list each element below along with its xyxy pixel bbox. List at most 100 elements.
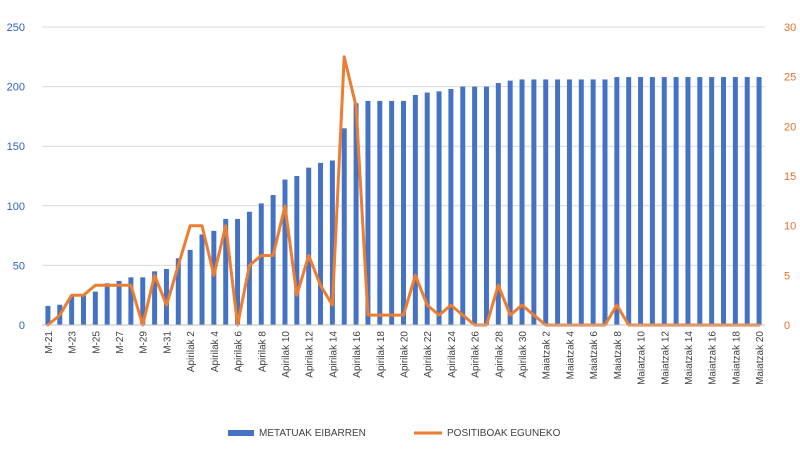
bar — [140, 277, 146, 325]
x-tick-label: Maiatzak 4 — [565, 331, 576, 380]
bar — [543, 79, 549, 325]
line-point — [532, 313, 536, 317]
bar — [685, 77, 691, 326]
line-point — [283, 204, 287, 207]
left-y-tick-label: 200 — [7, 82, 25, 94]
line-point — [437, 313, 441, 317]
bar — [638, 77, 644, 326]
left-y-tick-label: 150 — [7, 141, 25, 153]
line-point — [520, 303, 524, 307]
bar — [235, 218, 241, 325]
x-tick-label: Apirilak 26 — [471, 331, 482, 378]
line-point — [58, 313, 61, 317]
right-y-tick-label: 25 — [784, 72, 796, 84]
x-tick-label: Apirilak 30 — [518, 331, 529, 378]
x-tick-label: Maiatzak 6 — [589, 331, 600, 380]
line-point — [390, 313, 393, 317]
bar — [566, 79, 572, 325]
line-point — [165, 303, 168, 307]
bar — [69, 296, 75, 325]
x-tick-label: Maiatzak 20 — [755, 331, 766, 385]
bar — [709, 77, 715, 326]
x-tick-label: M-29 — [139, 331, 150, 354]
bar-series-metatuak — [45, 77, 762, 326]
line-point — [402, 313, 405, 317]
bar — [531, 79, 537, 325]
right-y-tick-label: 20 — [784, 121, 796, 133]
left-y-tick-label: 100 — [7, 201, 25, 213]
line-point — [508, 313, 512, 317]
left-y-tick-label: 250 — [7, 22, 25, 34]
x-tick-label: Maiatzak 8 — [613, 331, 624, 380]
left-y-tick-label: 50 — [13, 260, 25, 272]
line-point — [295, 294, 299, 297]
bar — [270, 195, 276, 325]
line-point — [188, 224, 192, 227]
x-tick-label: Apirilak 20 — [400, 331, 411, 378]
bar — [377, 100, 383, 326]
right-y-tick-label: 0 — [784, 320, 790, 332]
bar — [673, 77, 679, 326]
line-point — [497, 284, 500, 287]
x-tick-label: Apirilak 18 — [376, 331, 387, 378]
legend-label-metatuak: METATUAK EIBARREN — [259, 428, 366, 439]
bar — [329, 160, 335, 325]
x-tick-label: M-27 — [115, 331, 126, 354]
x-tick-label: M-25 — [91, 331, 102, 354]
line-point — [200, 224, 204, 227]
right-y-tick-label: 30 — [784, 22, 796, 34]
legend-label-positiboak: POSITIBOAK EGUNEKO — [447, 428, 561, 439]
bar — [365, 100, 371, 326]
x-tick-label: Maiatzak 16 — [708, 331, 719, 385]
bar — [341, 128, 347, 325]
x-tick-label: Apirilak 4 — [210, 331, 221, 373]
bar — [472, 86, 478, 325]
x-tick-label: M-31 — [162, 331, 173, 354]
bar — [163, 268, 169, 325]
line-point — [271, 254, 275, 257]
bar — [649, 77, 655, 326]
line-point — [177, 264, 180, 267]
bar — [80, 295, 86, 325]
x-tick-label: M-23 — [68, 331, 79, 354]
line-point — [366, 313, 370, 317]
bar — [45, 305, 51, 325]
bar — [756, 77, 762, 326]
line-point — [343, 55, 346, 58]
x-tick-label: Apirilak 28 — [494, 331, 505, 378]
line-point — [331, 303, 334, 307]
bar — [661, 77, 667, 326]
line-point — [319, 284, 322, 287]
line-point — [212, 274, 216, 277]
bar — [436, 91, 442, 325]
x-tick-label: Apirilak 12 — [305, 331, 316, 378]
legend-swatch-metatuak — [228, 430, 254, 436]
bar — [306, 167, 312, 325]
bar — [258, 203, 264, 325]
bar — [519, 79, 525, 325]
line-point — [105, 284, 109, 287]
bar — [401, 100, 406, 326]
bar — [483, 86, 489, 325]
line-point — [224, 224, 227, 227]
bar — [424, 92, 430, 325]
x-tick-label: Apirilak 6 — [234, 331, 245, 373]
line-point — [117, 284, 121, 287]
x-tick-label: Apirilak 24 — [447, 331, 458, 378]
line-point — [94, 284, 97, 287]
x-tick-label: M-21 — [44, 331, 55, 354]
bar — [697, 77, 703, 326]
x-tick-label: Apirilak 8 — [257, 331, 268, 373]
bar — [152, 271, 158, 325]
bar — [495, 83, 501, 325]
right-y-tick-label: 15 — [784, 171, 796, 183]
bar — [116, 280, 122, 325]
x-tick-label: Apirilak 10 — [281, 331, 292, 378]
bar — [614, 77, 620, 326]
bar — [294, 176, 300, 325]
x-tick-label: Apirilak 22 — [423, 331, 434, 378]
left-y-axis: 0 50 100 150 200 250 — [7, 22, 25, 332]
line-point — [153, 274, 156, 277]
line-point — [248, 264, 251, 267]
